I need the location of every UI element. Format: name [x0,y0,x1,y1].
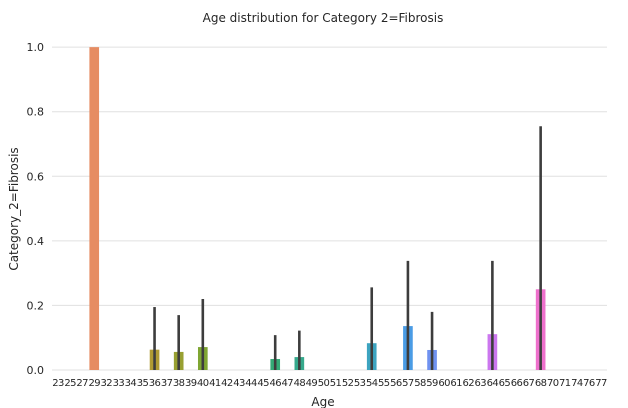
y-tick-labels: 0.0 0.2 0.4 0.6 0.8 1.0 [27,41,45,377]
x-tick-label: 38 [173,378,185,389]
x-axis-title: Age [311,395,334,408]
x-tick-label: 65 [499,378,511,389]
gridlines [52,31,607,371]
y-tick-label: 0.4 [27,235,45,248]
x-tick-label: 32 [101,378,113,389]
x-tick-label: 74 [571,378,583,389]
error-bars [153,126,542,370]
x-tick-label: 62 [462,378,474,389]
x-tick-labels: 23 25 27 29 32 33 34 35 36 37 38 39 40 41 42 43 44 45 46 47… [52,378,607,389]
x-tick-label: 35 [137,378,149,389]
x-tick-label: 61 [450,378,462,389]
x-tick-label: 66 [511,378,523,389]
x-tick-label: 44 [245,378,257,389]
y-tick-label: 1.0 [27,41,45,54]
x-tick-label: 59 [426,378,438,389]
y-tick-label: 0.6 [27,170,45,183]
x-tick-label: 43 [233,378,245,389]
x-tick-label: 70 [547,378,559,389]
x-tick-label: 39 [185,378,197,389]
x-tick-label: 37 [161,378,173,389]
x-tick-label: 46 [269,378,281,389]
x-tick-label: 58 [414,378,426,389]
y-tick-label: 0.0 [27,364,45,377]
y-tick-label: 0.2 [27,299,45,312]
x-tick-label: 54 [366,378,378,389]
bar [89,47,100,371]
x-tick-label: 52 [342,378,354,389]
x-tick-label: 45 [257,378,269,389]
x-tick-label: 53 [354,378,366,389]
x-tick-label: 27 [76,378,88,389]
x-tick-label: 77 [595,378,607,389]
x-tick-label: 60 [438,378,450,389]
x-tick-label: 67 [523,378,535,389]
x-tick-label: 71 [559,378,571,389]
x-tick-label: 42 [221,378,233,389]
x-tick-label: 64 [487,378,499,389]
plot-area [52,31,607,370]
x-tick-label: 33 [113,378,125,389]
x-tick-label: 29 [88,378,100,389]
x-tick-label: 56 [390,378,402,389]
x-tick-label: 25 [64,378,76,389]
x-tick-label: 50 [318,378,330,389]
chart-title: Age distribution for Category 2=Fibrosis [203,11,444,25]
x-tick-label: 68 [535,378,547,389]
x-tick-label: 40 [197,378,209,389]
y-tick-label: 0.8 [27,106,45,119]
x-tick-label: 36 [149,378,161,389]
x-tick-label: 55 [378,378,390,389]
x-tick-label: 48 [294,378,306,389]
x-tick-label: 63 [475,378,487,389]
y-axis-title: Category_2=Fibrosis [7,147,21,270]
x-tick-label: 57 [402,378,414,389]
x-tick-label: 23 [52,378,64,389]
x-tick-label: 49 [306,378,318,389]
x-tick-label: 41 [209,378,221,389]
x-tick-label: 76 [583,378,595,389]
x-tick-label: 47 [282,378,294,389]
x-tick-label: 34 [125,378,137,389]
x-tick-label: 51 [330,378,342,389]
